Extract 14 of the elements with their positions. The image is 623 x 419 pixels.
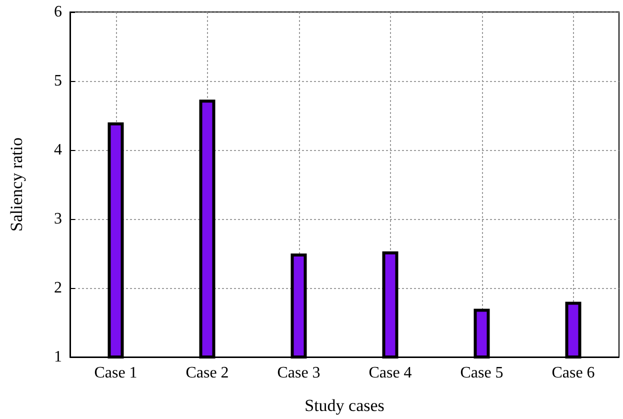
x-tick-label: Case 3 xyxy=(277,364,320,382)
x-tick-label: Case 2 xyxy=(186,364,229,382)
x-tick-label: Case 6 xyxy=(552,364,595,382)
y-tick-label: 4 xyxy=(54,142,62,158)
x-tick-label: Case 5 xyxy=(460,364,504,382)
y-tick-label: 3 xyxy=(54,210,62,228)
y-tick-label: 5 xyxy=(54,72,62,90)
x-tick-label: Case 1 xyxy=(94,364,138,382)
y-axis-title: Saliency ratio xyxy=(7,138,26,232)
y-tick-label: 2 xyxy=(54,280,62,296)
y-tick-label: 6 xyxy=(54,4,62,20)
x-axis-title: Study cases xyxy=(304,396,384,415)
x-tick-label: Case 4 xyxy=(368,364,412,382)
y-tick-label: 1 xyxy=(54,348,62,366)
